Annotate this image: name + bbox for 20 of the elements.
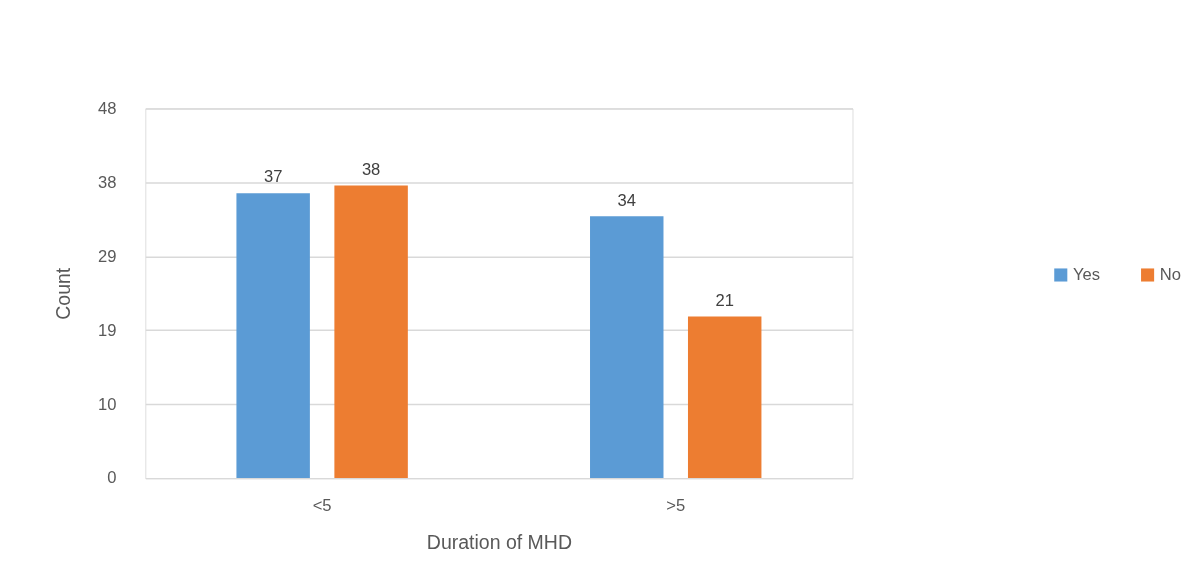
- y-tick-label: 38: [98, 172, 117, 192]
- bar: [687, 316, 762, 479]
- data-label: 34: [617, 190, 636, 210]
- y-tick-label: 48: [98, 98, 117, 118]
- data-label: 37: [263, 167, 283, 187]
- bar: [590, 216, 664, 479]
- x-axis-title: Duration of MHD: [426, 530, 573, 553]
- x-tick-label: >5: [666, 495, 686, 515]
- y-tick-label: 0: [107, 468, 117, 488]
- bar: [334, 185, 408, 479]
- bar: [236, 193, 310, 479]
- y-tick-label: 29: [98, 246, 117, 266]
- y-tick-label: 19: [98, 320, 117, 340]
- y-tick-label: 10: [98, 394, 117, 414]
- x-tick-label: <5: [312, 495, 332, 515]
- y-axis-title: Count: [51, 267, 74, 320]
- data-label: 21: [715, 290, 734, 310]
- legend-label: Yes: [1072, 264, 1101, 284]
- legend-label: No: [1159, 264, 1181, 284]
- data-label: 38: [361, 159, 381, 179]
